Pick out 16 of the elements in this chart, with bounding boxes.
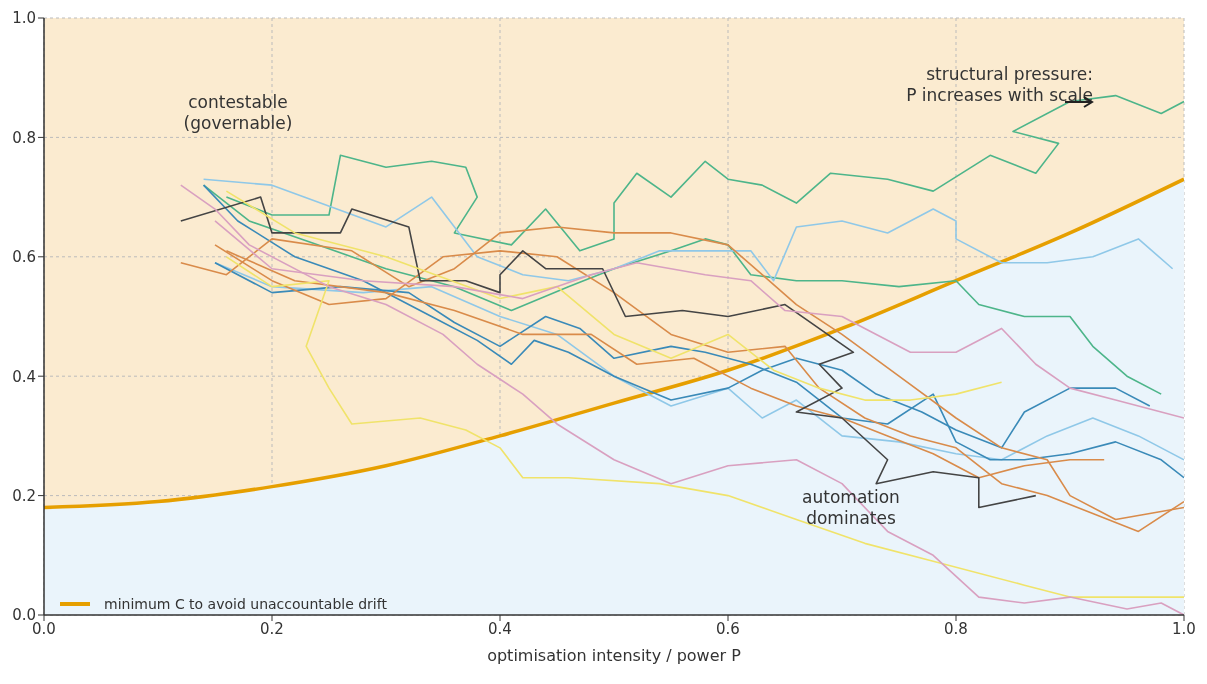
x-tick-label: 0.2	[260, 619, 284, 638]
x-tick-label: 1.0	[1172, 619, 1196, 638]
annotation: contestable (governable)	[183, 92, 293, 133]
y-tick-label: 0.8	[12, 128, 36, 147]
legend-label: minimum C to avoid unaccountable drift	[104, 596, 387, 612]
y-tick-label: 0.4	[12, 367, 36, 386]
annotation: automation dominates	[802, 487, 900, 528]
x-tick-label: 0.4	[488, 619, 512, 638]
annotation: structural pressure: P increases with scale	[906, 64, 1093, 105]
y-tick-label: 0.6	[12, 248, 36, 267]
x-tick-label: 0.0	[32, 619, 56, 638]
x-tick-label: 0.8	[944, 619, 968, 638]
x-tick-label: 0.6	[716, 619, 740, 638]
y-tick-label: 1.0	[12, 9, 36, 28]
x-axis-title: optimisation intensity / power P	[487, 646, 742, 665]
y-tick-label: 0.2	[12, 486, 36, 505]
